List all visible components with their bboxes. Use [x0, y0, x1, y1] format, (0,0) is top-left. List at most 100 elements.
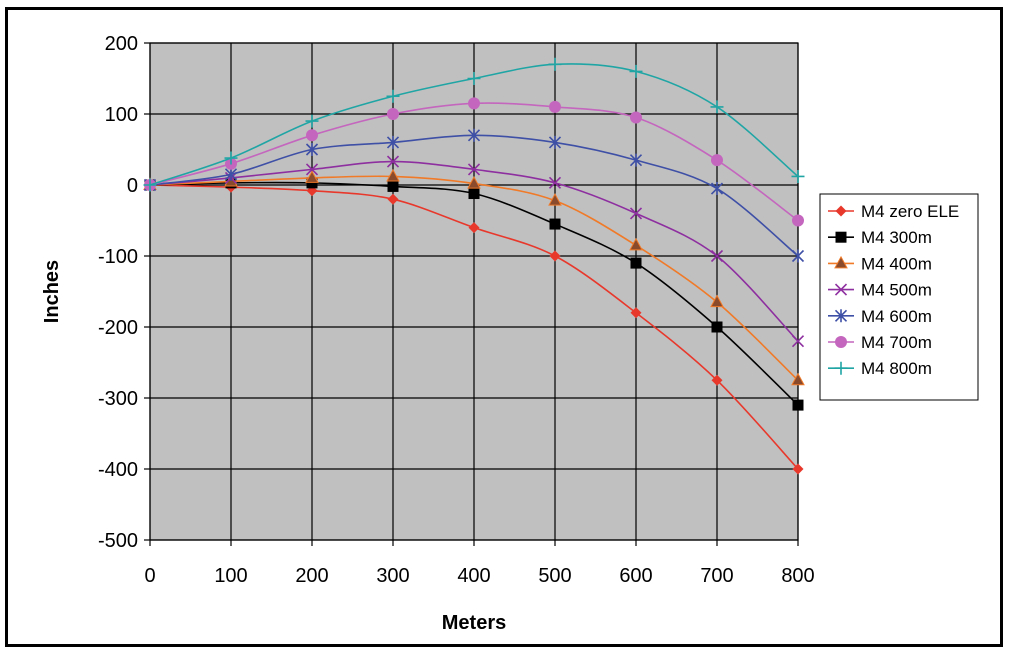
plot-border	[149, 42, 799, 541]
data-point	[791, 372, 805, 386]
series-m4-700m	[144, 97, 804, 227]
x-tick-label: 100	[214, 565, 247, 587]
y-tick-label: 200	[105, 33, 138, 55]
data-point	[548, 135, 562, 149]
data-point	[630, 307, 642, 319]
legend-label: M4 400m	[861, 254, 932, 273]
data-point	[711, 321, 723, 333]
data-point	[792, 463, 804, 475]
legend-label: M4 300m	[861, 228, 932, 247]
data-point	[630, 111, 642, 124]
data-point	[468, 97, 480, 110]
y-tick-label: -100	[98, 246, 138, 268]
data-point	[224, 167, 238, 181]
y-tick-label: -300	[98, 388, 138, 410]
legend-item-m4-700m: M4 700m	[828, 333, 932, 352]
grid-lines	[144, 42, 799, 546]
data-point	[467, 176, 481, 189]
data-point	[548, 57, 562, 71]
data-point	[386, 135, 400, 149]
legend-item-m4-600m: M4 600m	[828, 307, 932, 326]
legend-label: M4 zero ELE	[861, 202, 959, 221]
data-point	[630, 257, 642, 269]
legend-marker	[834, 361, 848, 375]
data-point	[710, 249, 724, 263]
legend-item-m4-300m: M4 300m	[828, 228, 932, 247]
data-point	[387, 108, 399, 120]
x-tick-label: 600	[619, 565, 652, 587]
y-axis-title: Inches	[41, 260, 63, 323]
y-tick-label: 100	[105, 104, 138, 126]
data-point	[467, 72, 481, 85]
legend-marker	[834, 255, 848, 269]
data-point	[548, 193, 562, 206]
data-point	[710, 294, 724, 308]
data-point	[711, 374, 723, 386]
legend-label: M4 800m	[861, 359, 932, 378]
data-point	[711, 154, 723, 167]
data-point	[710, 100, 724, 114]
legend-label: M4 500m	[861, 281, 932, 300]
data-point	[143, 178, 157, 192]
x-tick-label: 200	[295, 565, 328, 587]
legend-item-m4-800m: M4 800m	[828, 359, 932, 378]
data-point	[629, 153, 643, 167]
legend-marker	[835, 231, 847, 243]
series-m4-600m	[143, 128, 805, 263]
data-point	[710, 182, 724, 196]
legend-label: M4 700m	[861, 333, 932, 352]
data-point	[468, 188, 480, 200]
data-point	[387, 180, 399, 192]
data-point	[791, 249, 805, 263]
data-point	[549, 100, 561, 113]
data-point	[305, 170, 319, 183]
data-point	[305, 163, 319, 176]
legend-marker	[834, 283, 848, 296]
data-point	[629, 207, 643, 220]
data-point	[467, 128, 481, 142]
data-point	[386, 89, 400, 103]
y-tick-label: -400	[98, 459, 138, 481]
legend: M4 zero ELE M4 300m M4 400m M4 500m M4 600m M…	[819, 193, 979, 401]
x-tick-label: 800	[781, 565, 814, 587]
legend-item-m4-500m: M4 500m	[828, 281, 932, 300]
tick-labels: 200 100 0 -100 -200 -300 -400 -500 0 100 200 300 400…	[98, 33, 815, 587]
x-tick-label: 500	[538, 565, 571, 587]
data-point	[629, 237, 643, 251]
data-point	[549, 250, 561, 262]
data-point	[629, 64, 643, 78]
data-point	[386, 168, 400, 182]
data-point	[305, 143, 319, 156]
y-tick-label: -500	[98, 530, 138, 552]
data-point	[224, 151, 238, 165]
data-point	[468, 222, 480, 234]
series-m4-400m	[143, 168, 805, 386]
data-point	[306, 129, 318, 142]
legend-items: M4 zero ELE M4 300m M4 400m M4 500m M4 600m M…	[828, 202, 959, 378]
series-layer	[143, 57, 805, 475]
legend-marker	[835, 336, 847, 348]
data-point	[387, 193, 399, 205]
data-point	[792, 399, 804, 411]
data-point	[549, 218, 561, 230]
legend-item-m4-zero-ele: M4 zero ELE	[828, 202, 959, 221]
data-point	[791, 335, 805, 348]
series-m4-800m	[143, 57, 805, 192]
x-axis-title: Meters	[442, 612, 506, 634]
legend-marker	[835, 205, 847, 217]
y-tick-label: 0	[127, 175, 138, 197]
data-point	[386, 155, 400, 168]
legend-label: M4 600m	[861, 307, 932, 326]
data-point	[792, 214, 804, 227]
x-tick-label: 400	[457, 565, 490, 587]
data-point	[548, 176, 562, 189]
y-tick-label: -200	[98, 317, 138, 339]
x-tick-label: 700	[700, 565, 733, 587]
x-tick-label: 300	[376, 565, 409, 587]
x-tick-label: 0	[144, 565, 155, 587]
legend-box	[819, 193, 979, 401]
legend-item-m4-400m: M4 400m	[828, 254, 932, 273]
legend-marker	[834, 309, 848, 323]
data-point	[467, 163, 481, 176]
